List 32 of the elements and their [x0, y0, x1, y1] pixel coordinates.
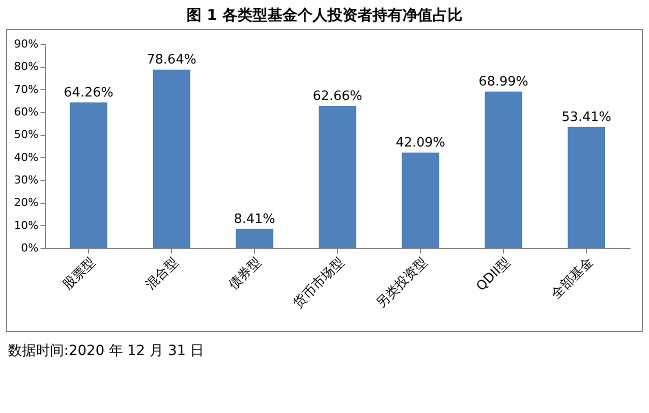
- bar: [236, 228, 274, 248]
- y-tick-label: 20%: [14, 196, 38, 210]
- bar: [318, 106, 356, 248]
- text: 数据时间:2020 年 12 月 31 日: [8, 342, 206, 360]
- y-tick-label: 0%: [21, 242, 38, 254]
- data-label: 62.66%: [312, 88, 362, 104]
- bar: [152, 70, 190, 248]
- x-tick-label: 货币市场型: [290, 254, 348, 312]
- data-label: 64.26%: [64, 85, 114, 100]
- y-tick-label: 80%: [14, 60, 38, 74]
- x-tick-label: 全部基金: [548, 254, 596, 302]
- x-tick-label: 混合型: [143, 254, 182, 293]
- y-tick-label: 60%: [14, 106, 38, 118]
- x-tick-label: 另类投资型: [374, 254, 430, 312]
- data-label: 42.09%: [396, 136, 446, 151]
- data-label: 8.41%: [234, 212, 276, 227]
- bar: [484, 92, 522, 248]
- y-tick-label: 40%: [14, 150, 38, 164]
- bar: [402, 152, 440, 248]
- y-tick-label: 10%: [14, 218, 38, 232]
- data-label: 78.64%: [146, 52, 196, 68]
- x-tick-label: 股票型: [60, 254, 98, 293]
- y-tick-label: 90%: [14, 38, 38, 50]
- y-tick-label: 70%: [14, 82, 38, 96]
- bar: [70, 102, 108, 248]
- data-label: 53.41%: [562, 110, 612, 125]
- bar: [568, 126, 606, 248]
- x-tick-label: 债券型: [226, 254, 264, 293]
- y-tick-label: 30%: [14, 174, 38, 186]
- chart-title: 图 1 各类型基金个人投资者持有净值占比: [186, 6, 464, 25]
- data-label: 68.99%: [478, 74, 528, 90]
- y-tick-label: 50%: [14, 128, 38, 142]
